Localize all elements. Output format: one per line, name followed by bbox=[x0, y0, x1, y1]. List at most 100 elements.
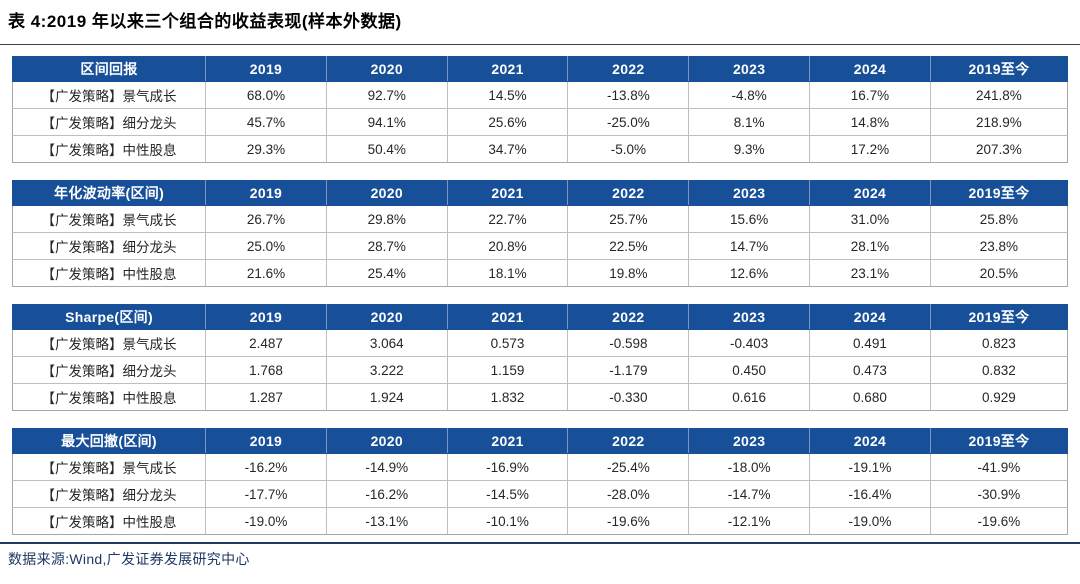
column-header: 2019 bbox=[205, 180, 327, 206]
value-cell: 0.573 bbox=[446, 329, 569, 357]
row-label: 【广发策略】景气成长 bbox=[11, 81, 207, 109]
column-header: 2023 bbox=[688, 56, 811, 82]
table-row: 【广发策略】景气成长 68.0% 92.7% 14.5% -13.8% -4.8% 16.7… bbox=[11, 81, 1069, 109]
table-row: 【广发策略】景气成长 -16.2% -14.9% -16.9% -25.4% -18.0%… bbox=[11, 453, 1069, 481]
value-cell: -12.1% bbox=[688, 507, 811, 535]
value-cell: -41.9% bbox=[929, 453, 1069, 481]
row-label: 【广发策略】景气成长 bbox=[11, 453, 207, 481]
header-row: 年化波动率(区间) 2019 2020 2021 2022 2023 2024 2019至今 bbox=[11, 180, 1069, 206]
value-cell: 1.159 bbox=[446, 356, 569, 384]
row-label: 【广发策略】细分龙头 bbox=[11, 480, 207, 508]
row-label: 【广发策略】中性股息 bbox=[11, 383, 207, 411]
column-header: 2024 bbox=[809, 180, 931, 206]
value-cell: 3.064 bbox=[325, 329, 448, 357]
value-cell: -14.7% bbox=[688, 480, 811, 508]
value-cell: -10.1% bbox=[446, 507, 569, 535]
value-cell: 207.3% bbox=[929, 135, 1069, 163]
value-cell: 25.4% bbox=[325, 259, 448, 287]
metric-tables-container: 区间回报 2019 2020 2021 2022 2023 2024 2019至今 【广发策略】… bbox=[11, 56, 1069, 535]
metric-table-1: 年化波动率(区间) 2019 2020 2021 2022 2023 2024 2019至今【… bbox=[11, 180, 1069, 287]
value-cell: 14.7% bbox=[688, 232, 811, 260]
column-header: 2023 bbox=[688, 180, 811, 206]
row-label: 【广发策略】细分龙头 bbox=[11, 232, 207, 260]
metric-table-3: 最大回撤(区间) 2019 2020 2021 2022 2023 2024 2019至今 【广… bbox=[11, 428, 1069, 535]
value-cell: 94.1% bbox=[325, 108, 448, 136]
metric-name-header: 年化波动率(区间) bbox=[11, 180, 207, 206]
value-cell: -19.6% bbox=[567, 507, 690, 535]
value-cell: 25.0% bbox=[205, 232, 327, 260]
value-cell: -0.598 bbox=[567, 329, 690, 357]
value-cell: 9.3% bbox=[688, 135, 811, 163]
value-cell: 14.5% bbox=[446, 81, 569, 109]
value-cell: 22.7% bbox=[446, 205, 569, 233]
value-cell: 22.5% bbox=[567, 232, 690, 260]
value-cell: 0.450 bbox=[688, 356, 811, 384]
value-cell: -19.6% bbox=[929, 507, 1069, 535]
value-cell: -19.0% bbox=[205, 507, 327, 535]
value-cell: 0.832 bbox=[929, 356, 1069, 384]
value-cell: 21.6% bbox=[205, 259, 327, 287]
source-divider: 数据来源:Wind,广发证券发展研究中心 bbox=[0, 542, 1080, 569]
value-cell: 0.616 bbox=[688, 383, 811, 411]
value-cell: 34.7% bbox=[446, 135, 569, 163]
value-cell: 25.7% bbox=[567, 205, 690, 233]
value-cell: 18.1% bbox=[446, 259, 569, 287]
header-row: Sharpe(区间) 2019 2020 2021 2022 2023 2024 2019至今 bbox=[11, 304, 1069, 330]
value-cell: -19.1% bbox=[809, 453, 931, 481]
value-cell: 19.8% bbox=[567, 259, 690, 287]
value-cell: -14.9% bbox=[325, 453, 448, 481]
value-cell: 8.1% bbox=[688, 108, 811, 136]
value-cell: 3.222 bbox=[325, 356, 448, 384]
column-header: 2019 bbox=[205, 304, 327, 330]
column-header: 2021 bbox=[446, 428, 569, 454]
column-header: 2019至今 bbox=[929, 56, 1069, 82]
metric-name-header: 区间回报 bbox=[11, 56, 207, 82]
value-cell: 0.473 bbox=[809, 356, 931, 384]
column-header: 2021 bbox=[446, 304, 569, 330]
value-cell: 15.6% bbox=[688, 205, 811, 233]
column-header: 2024 bbox=[809, 304, 931, 330]
value-cell: 16.7% bbox=[809, 81, 931, 109]
value-cell: -16.2% bbox=[205, 453, 327, 481]
column-header: 2019至今 bbox=[929, 304, 1069, 330]
metric-table-2: Sharpe(区间) 2019 2020 2021 2022 2023 2024 2019至今… bbox=[11, 304, 1069, 411]
table-row: 【广发策略】中性股息 -19.0% -13.1% -10.1% -19.6% -12.1%… bbox=[11, 507, 1069, 535]
metric-table-0: 区间回报 2019 2020 2021 2022 2023 2024 2019至今 【广发策略】… bbox=[11, 56, 1069, 163]
table-row: 【广发策略】细分龙头 45.7% 94.1% 25.6% -25.0% 8.1% 14.8%… bbox=[11, 108, 1069, 136]
value-cell: 20.5% bbox=[929, 259, 1069, 287]
value-cell: -30.9% bbox=[929, 480, 1069, 508]
value-cell: 26.7% bbox=[205, 205, 327, 233]
row-label: 【广发策略】细分龙头 bbox=[11, 356, 207, 384]
column-header: 2020 bbox=[325, 428, 448, 454]
column-header: 2020 bbox=[325, 304, 448, 330]
value-cell: 45.7% bbox=[205, 108, 327, 136]
table-row: 【广发策略】中性股息 29.3% 50.4% 34.7% -5.0% 9.3% 17.2% 2… bbox=[11, 135, 1069, 163]
column-header: 2020 bbox=[325, 56, 448, 82]
value-cell: 25.8% bbox=[929, 205, 1069, 233]
value-cell: 29.3% bbox=[205, 135, 327, 163]
value-cell: -16.2% bbox=[325, 480, 448, 508]
table-row: 【广发策略】细分龙头 25.0% 28.7% 20.8% 22.5% 14.7% 28.1%… bbox=[11, 232, 1069, 260]
value-cell: -16.9% bbox=[446, 453, 569, 481]
column-header: 2021 bbox=[446, 180, 569, 206]
table-row: 【广发策略】景气成长 26.7% 29.8% 22.7% 25.7% 15.6% 31.0%… bbox=[11, 205, 1069, 233]
value-cell: 17.2% bbox=[809, 135, 931, 163]
value-cell: 25.6% bbox=[446, 108, 569, 136]
header-row: 区间回报 2019 2020 2021 2022 2023 2024 2019至今 bbox=[11, 56, 1069, 82]
value-cell: -14.5% bbox=[446, 480, 569, 508]
table-row: 【广发策略】中性股息 1.287 1.924 1.832 -0.330 0.616 0.68… bbox=[11, 383, 1069, 411]
value-cell: -18.0% bbox=[688, 453, 811, 481]
value-cell: 28.1% bbox=[809, 232, 931, 260]
column-header: 2019至今 bbox=[929, 428, 1069, 454]
value-cell: -25.0% bbox=[567, 108, 690, 136]
row-label: 【广发策略】景气成长 bbox=[11, 329, 207, 357]
value-cell: 20.8% bbox=[446, 232, 569, 260]
value-cell: 241.8% bbox=[929, 81, 1069, 109]
column-header: 2022 bbox=[567, 304, 690, 330]
column-header: 2022 bbox=[567, 180, 690, 206]
value-cell: -0.330 bbox=[567, 383, 690, 411]
row-label: 【广发策略】中性股息 bbox=[11, 135, 207, 163]
column-header: 2022 bbox=[567, 56, 690, 82]
value-cell: 0.680 bbox=[809, 383, 931, 411]
value-cell: 0.929 bbox=[929, 383, 1069, 411]
